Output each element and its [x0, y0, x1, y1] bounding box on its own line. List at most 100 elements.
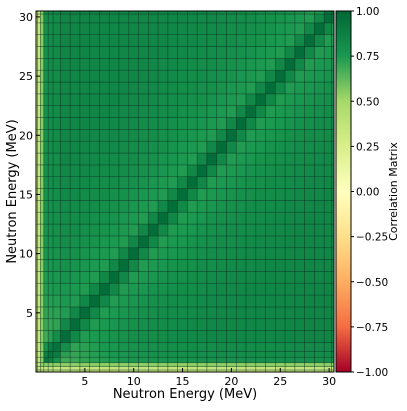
- heatmap-cell: [37, 342, 41, 352]
- heatmap-cell: [304, 176, 315, 189]
- heatmap-cell: [284, 188, 296, 201]
- heatmap-cell: [206, 259, 218, 272]
- heatmap-cell: [43, 330, 49, 343]
- heatmap-cell: [52, 366, 61, 371]
- heatmap-cell: [226, 117, 237, 130]
- heatmap-cell: [196, 176, 208, 189]
- heatmap-cell: [60, 140, 71, 154]
- heatmap-cell: [157, 117, 169, 130]
- heatmap-cell: [138, 69, 149, 83]
- heatmap-cell: [52, 81, 61, 95]
- heatmap-cell: [99, 342, 110, 352]
- heatmap-cell: [128, 22, 139, 35]
- heatmap-cell: [118, 294, 130, 308]
- heatmap-cell: [37, 223, 41, 237]
- heatmap-cell: [235, 46, 247, 59]
- heatmap-cell: [89, 176, 100, 189]
- heatmap-cell: [69, 69, 81, 83]
- heatmap-cell: [118, 13, 130, 24]
- heatmap-cell: [138, 81, 149, 95]
- heatmap-cell: [245, 318, 257, 331]
- heatmap-cell: [187, 81, 198, 95]
- heatmap-cell: [128, 129, 139, 142]
- heatmap-cell: [128, 211, 139, 225]
- heatmap-cell: [294, 176, 305, 189]
- heatmap-cell: [255, 22, 266, 35]
- heatmap-cell: [226, 259, 237, 272]
- heatmap-cell: [206, 318, 218, 331]
- heatmap-cell: [304, 140, 315, 154]
- heatmap-cell: [216, 247, 227, 260]
- heatmap-cell: [52, 176, 61, 189]
- heatmap-cell: [187, 129, 198, 142]
- heatmap-cell: [99, 58, 110, 71]
- heatmap-cell: [275, 318, 286, 331]
- heatmap-cell: [99, 164, 110, 178]
- heatmap-cell: [323, 271, 332, 284]
- heatmap-cell: [216, 271, 227, 284]
- heatmap-cell: [69, 294, 81, 308]
- heatmap-cell: [235, 306, 247, 320]
- heatmap-cell: [118, 176, 130, 189]
- heatmap-cell: [255, 152, 266, 166]
- heatmap-cell: [275, 105, 286, 118]
- heatmap-cell: [177, 356, 188, 363]
- heatmap-cell: [314, 140, 325, 154]
- heatmap-cell: [167, 356, 178, 363]
- colorbar-label: Correlation Matrix: [387, 142, 400, 241]
- heatmap-cell: [37, 366, 41, 371]
- heatmap-cell: [52, 105, 61, 118]
- heatmap-cell: [118, 350, 130, 358]
- y-tick-label: 30: [19, 11, 33, 24]
- heatmap-cell: [226, 164, 237, 178]
- heatmap-cell: [47, 176, 54, 189]
- heatmap-cell: [177, 58, 188, 71]
- heatmap-cell: [284, 164, 296, 178]
- heatmap-cell: [138, 13, 149, 24]
- heatmap-cell: [265, 282, 276, 296]
- heatmap-cell: [304, 34, 315, 47]
- heatmap-cell: [216, 350, 227, 358]
- heatmap-cell: [138, 152, 149, 166]
- heatmap-cell: [37, 362, 41, 367]
- heatmap-cell: [167, 129, 178, 142]
- heatmap-cell: [235, 58, 247, 71]
- heatmap-cell: [157, 140, 169, 154]
- heatmap-cell: [294, 342, 305, 352]
- heatmap-cell: [43, 350, 49, 358]
- heatmap-cell: [148, 223, 159, 237]
- heatmap-cell: [245, 69, 257, 83]
- heatmap-cell: [60, 105, 71, 118]
- heatmap-cell: [52, 129, 61, 142]
- heatmap-cell: [69, 211, 81, 225]
- colorbar-tick-label: 0.25: [356, 141, 379, 153]
- heatmap-cell: [235, 81, 247, 95]
- heatmap-cell: [245, 22, 257, 35]
- heatmap-cell: [226, 129, 237, 142]
- heatmap-cell: [226, 211, 237, 225]
- heatmap-cell: [138, 362, 149, 367]
- heatmap-cell: [314, 117, 325, 130]
- heatmap-cell: [167, 13, 178, 24]
- heatmap-cell: [314, 366, 325, 371]
- heatmap-cell: [206, 34, 218, 47]
- heatmap-cell: [196, 294, 208, 308]
- heatmap-cell: [304, 259, 315, 272]
- heatmap-cell: [216, 342, 227, 352]
- heatmap-cell: [138, 271, 149, 284]
- colorbar-tick-label: −0.50: [356, 277, 388, 289]
- heatmap-cell: [265, 13, 276, 24]
- heatmap-cell: [304, 117, 315, 130]
- heatmap-cell: [157, 176, 169, 189]
- heatmap-cell: [89, 13, 100, 24]
- heatmap-cell: [108, 58, 120, 71]
- heatmap-cell: [60, 306, 71, 320]
- heatmap-cell: [226, 46, 237, 59]
- heatmap-cell: [157, 362, 169, 367]
- heatmap-cell: [314, 318, 325, 331]
- heatmap-cell: [69, 200, 81, 213]
- heatmap-cell: [206, 22, 218, 35]
- heatmap-cell: [187, 271, 198, 284]
- heatmap-cell: [157, 22, 169, 35]
- heatmap-cell: [138, 188, 149, 201]
